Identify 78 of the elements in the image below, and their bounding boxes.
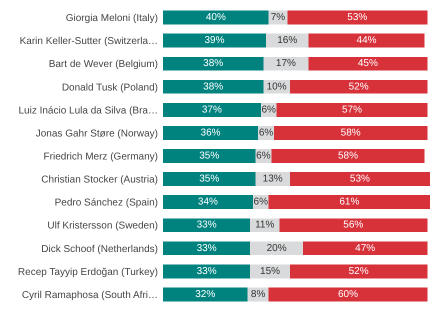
y-tick-label: Christian Stocker (Austria): [41, 174, 158, 186]
data-label: 20%: [266, 242, 287, 254]
data-label: 44%: [356, 35, 377, 46]
data-label: 47%: [355, 242, 376, 254]
bar: [163, 102, 261, 117]
data-label: 17%: [276, 58, 296, 70]
bar: [290, 264, 428, 278]
bar: [163, 34, 266, 48]
data-label: 38%: [203, 81, 224, 92]
bar: [163, 218, 250, 232]
data-label: 39%: [204, 35, 225, 46]
bar: [163, 288, 248, 302]
data-label: 6%: [261, 104, 276, 116]
data-label: 38%: [203, 58, 224, 70]
bar: [290, 172, 430, 186]
y-tick-label: Giorgia Meloni (Italy): [66, 13, 158, 24]
y-tick-label: Bart de Wever (Belgium): [48, 59, 158, 70]
data-label: 52%: [348, 266, 369, 277]
bar: [276, 102, 428, 117]
data-label: 35%: [199, 150, 220, 162]
bar: [163, 172, 256, 186]
data-label: 16%: [277, 35, 298, 46]
data-label: 7%: [270, 12, 286, 24]
data-label: 6%: [256, 150, 271, 162]
y-tick-label: Karin Keller-Sutter (Switzerla…: [20, 36, 158, 48]
data-label: 34%: [198, 196, 218, 208]
data-label: 40%: [206, 12, 226, 24]
data-label: 36%: [200, 127, 221, 138]
bar: [279, 218, 428, 232]
y-tick-label: Donald Tusk (Poland): [62, 82, 158, 94]
bar: [163, 10, 269, 24]
data-label: 60%: [338, 288, 358, 300]
data-label: 15%: [260, 266, 280, 277]
data-label: 45%: [358, 58, 378, 70]
y-tick-label: Cyril Ramaphosa (South Afri…: [22, 290, 158, 301]
data-label: 33%: [196, 220, 217, 231]
y-tick-label: Friedrich Merz (Germany): [44, 152, 158, 162]
bar: [163, 56, 264, 71]
data-label: 6%: [258, 127, 274, 138]
data-label: 58%: [338, 150, 358, 162]
y-tick-label: Luiz Inácio Lula da Silva (Bra…: [18, 105, 158, 116]
bar: [303, 241, 428, 256]
bar: [163, 241, 250, 256]
bar: [308, 56, 428, 71]
data-label: 11%: [255, 220, 274, 231]
data-label: 10%: [266, 81, 287, 92]
bar: [308, 34, 425, 48]
data-label: 6%: [254, 196, 268, 208]
data-label: 13%: [262, 174, 283, 185]
data-label: 58%: [340, 127, 361, 138]
bar: [287, 10, 428, 24]
y-tick-label: Ulf Kristersson (Sweden): [47, 220, 158, 232]
bar: [268, 288, 428, 302]
y-tick-label: Jonas Gahr Støre (Norway): [36, 128, 158, 140]
bar: [163, 195, 253, 210]
bar: [163, 80, 264, 94]
data-label: 61%: [339, 196, 360, 208]
data-label: 56%: [343, 220, 364, 231]
data-label: 32%: [195, 288, 216, 300]
data-label: 57%: [342, 104, 362, 116]
y-tick-label: Pedro Sánchez (Spain): [54, 198, 158, 209]
bar: [163, 149, 256, 163]
data-label: 33%: [196, 266, 217, 277]
y-tick-label: Dick Schoof (Netherlands): [41, 244, 158, 255]
data-label: 37%: [202, 104, 222, 116]
bar: [271, 149, 425, 163]
data-label: 8%: [250, 288, 266, 300]
bar: [274, 126, 428, 140]
data-label: 33%: [196, 242, 217, 254]
data-label: 53%: [350, 174, 370, 185]
data-label: 35%: [199, 174, 220, 185]
bar: [268, 195, 430, 210]
y-tick-label: Recep Tayyip Erdoğan (Turkey): [18, 266, 158, 278]
data-label: 52%: [348, 81, 369, 92]
bar: [163, 264, 250, 278]
bar: [290, 80, 428, 94]
bar: [163, 126, 258, 140]
data-label: 53%: [347, 12, 368, 24]
